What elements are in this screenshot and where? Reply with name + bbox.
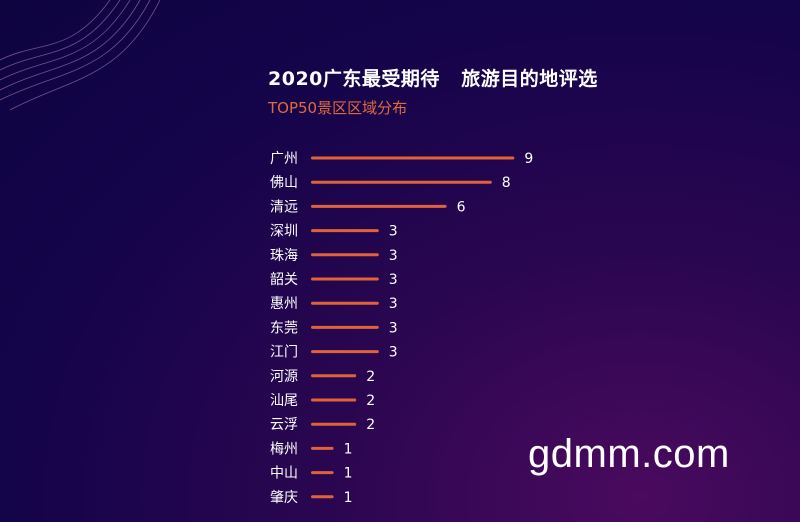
- value-label: 2: [366, 417, 375, 433]
- category-label: 东莞: [270, 320, 298, 336]
- category-label: 惠州: [270, 296, 298, 312]
- value-label: 1: [344, 441, 353, 457]
- category-label: 深圳: [270, 224, 298, 240]
- bar: [311, 277, 379, 281]
- category-label: 广州: [270, 151, 298, 167]
- category-label: 中山: [270, 466, 298, 482]
- value-label: 8: [502, 175, 511, 191]
- bar: [311, 156, 515, 160]
- category-label: 汕尾: [270, 393, 298, 409]
- category-label: 珠海: [270, 248, 298, 264]
- chart-title: 2020广东最受期待 旅游目的地评选: [268, 68, 598, 90]
- bar: [311, 471, 334, 475]
- bar: [311, 253, 379, 257]
- value-label: 3: [389, 296, 398, 312]
- bar: [311, 446, 334, 450]
- value-label: 1: [344, 490, 353, 506]
- value-label: 9: [524, 151, 533, 167]
- category-label: 梅州: [270, 441, 298, 457]
- value-label: 3: [389, 248, 398, 264]
- bar: [311, 301, 379, 305]
- bar: [311, 495, 334, 499]
- value-label: 2: [366, 393, 375, 409]
- bar: [311, 398, 357, 402]
- bar: [311, 325, 379, 329]
- watermark: gdmm.com: [528, 432, 730, 476]
- corner-decoration: [0, 0, 160, 110]
- category-label: 肇庆: [270, 490, 298, 506]
- category-label: 佛山: [270, 175, 298, 191]
- bar: [311, 204, 447, 208]
- value-label: 1: [344, 466, 353, 482]
- value-label: 2: [366, 369, 375, 385]
- category-label: 江门: [270, 345, 298, 361]
- bar: [311, 350, 379, 354]
- value-label: 3: [389, 224, 398, 240]
- category-label: 韶关: [270, 272, 298, 288]
- category-label: 河源: [270, 369, 298, 385]
- chart-subtitle: TOP50景区区域分布: [268, 99, 408, 117]
- bar: [311, 422, 357, 426]
- value-label: 3: [389, 345, 398, 361]
- bar: [311, 374, 357, 378]
- value-label: 3: [389, 272, 398, 288]
- value-label: 6: [457, 199, 466, 215]
- bar: [311, 229, 379, 233]
- value-label: 3: [389, 320, 398, 336]
- category-label: 云浮: [270, 417, 298, 433]
- category-label: 清远: [270, 199, 298, 215]
- bar: [311, 180, 492, 184]
